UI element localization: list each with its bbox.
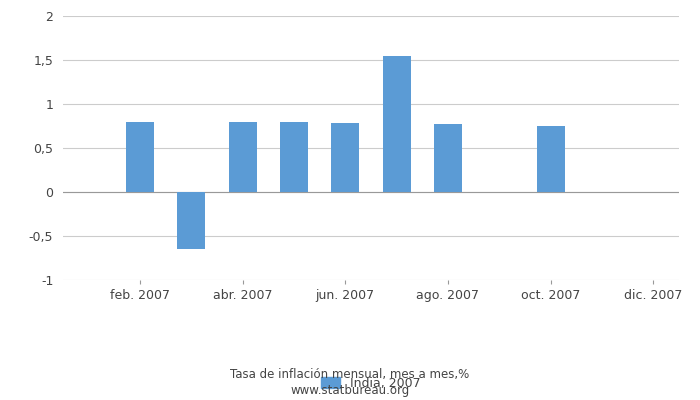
Bar	[536, 126, 565, 192]
Text: Tasa de inflación mensual, mes a mes,%: Tasa de inflación mensual, mes a mes,%	[230, 368, 470, 381]
Bar	[280, 122, 308, 192]
Bar	[228, 122, 257, 192]
Bar	[126, 122, 154, 192]
Bar	[177, 192, 205, 249]
Bar	[331, 123, 360, 192]
Bar	[382, 56, 411, 192]
Bar	[434, 124, 462, 192]
Text: www.statbureau.org: www.statbureau.org	[290, 384, 410, 397]
Legend: India, 2007: India, 2007	[321, 377, 421, 390]
